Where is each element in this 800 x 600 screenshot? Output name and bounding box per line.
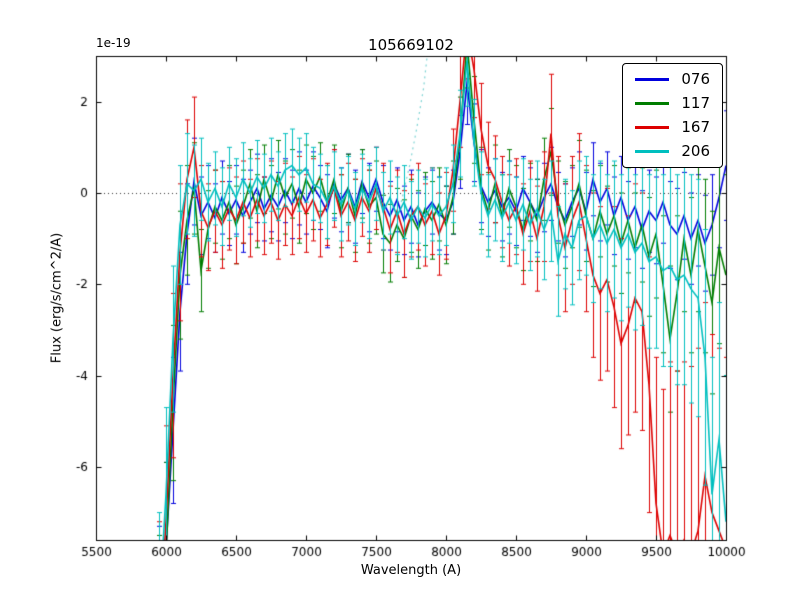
legend-item-167: 167 (635, 120, 710, 135)
legend-label: 117 (681, 94, 710, 112)
y-axis-offset-text: 1e-19 (96, 36, 131, 50)
legend-item-076: 076 (635, 72, 710, 87)
legend-label: 206 (681, 142, 710, 160)
legend-item-117: 117 (635, 96, 710, 111)
legend-line-swatch (635, 102, 670, 105)
legend: 076 117 167 206 (622, 63, 723, 168)
chart-title: 105669102 (368, 36, 454, 54)
legend-label: 167 (681, 118, 710, 136)
legend-label: 076 (681, 70, 710, 88)
y-axis-label: Flux (erg/s/cm^2/A) (49, 232, 65, 364)
x-axis-label: Wavelength (A) (360, 563, 462, 578)
legend-line-swatch (635, 150, 670, 153)
legend-item-206: 206 (635, 144, 710, 159)
legend-line-swatch (635, 78, 670, 81)
legend-line-swatch (635, 126, 670, 129)
